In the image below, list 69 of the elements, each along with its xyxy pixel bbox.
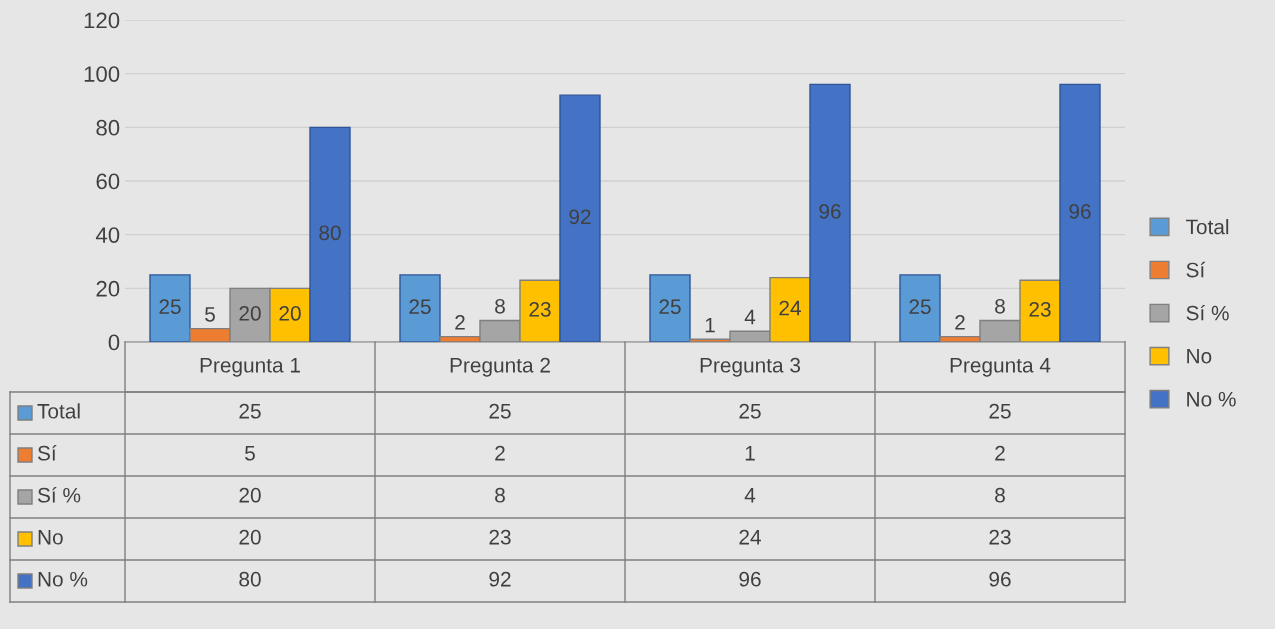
bar bbox=[1059, 83, 1101, 342]
y-tick-label: 100 bbox=[84, 66, 120, 82]
legend-label: Total bbox=[37, 403, 80, 419]
y-tick-label: 120 bbox=[84, 12, 120, 29]
data-label: 25 bbox=[409, 299, 431, 315]
x-tick-label: Pregunta 3 bbox=[700, 357, 801, 377]
bar bbox=[309, 126, 351, 342]
x-tick-label: Pregunta 4 bbox=[950, 358, 1051, 377]
data-label: 4 bbox=[744, 309, 756, 325]
data-label: 25 bbox=[159, 299, 181, 315]
bar bbox=[559, 94, 601, 342]
data-label: 8 bbox=[495, 298, 505, 314]
data-label: 80 bbox=[319, 225, 341, 241]
bar bbox=[899, 274, 941, 342]
y-tick-label: 60 bbox=[96, 173, 120, 190]
text: 96 bbox=[739, 571, 761, 587]
data-label: 24 bbox=[779, 300, 801, 316]
y-tick-label: 80 bbox=[96, 119, 120, 136]
data-label: 20 bbox=[239, 306, 261, 321]
data-label: 96 bbox=[819, 204, 841, 219]
data-label: 8 bbox=[995, 298, 1005, 314]
text: Total bbox=[1186, 219, 1229, 235]
text: 80 bbox=[239, 571, 261, 587]
text: 23 bbox=[989, 529, 1011, 545]
bar bbox=[399, 274, 441, 342]
y-tick-label: 40 bbox=[95, 227, 120, 243]
y-tick-label: 0 bbox=[108, 334, 120, 351]
data-label: 5 bbox=[205, 307, 215, 322]
x-tick-label: Pregunta 1 bbox=[200, 358, 300, 377]
text: 1 bbox=[745, 446, 755, 461]
legend-label: Sí bbox=[37, 445, 57, 461]
data-label: 23 bbox=[1029, 301, 1051, 317]
text: 20 bbox=[239, 529, 261, 545]
data-label: 25 bbox=[909, 299, 931, 315]
data-label: 2 bbox=[955, 314, 965, 330]
text: 8 bbox=[995, 487, 1005, 503]
text: 24 bbox=[739, 529, 761, 545]
text: 25 bbox=[989, 403, 1011, 419]
text: 5 bbox=[245, 446, 255, 461]
text: 96 bbox=[989, 571, 1011, 587]
data-label: 25 bbox=[659, 299, 681, 315]
text: 25 bbox=[239, 403, 261, 419]
y-tick-label: 20 bbox=[96, 280, 120, 297]
bar bbox=[149, 274, 191, 342]
text: 20 bbox=[239, 487, 261, 503]
text: 2 bbox=[995, 445, 1005, 461]
text: 23 bbox=[489, 529, 511, 545]
text: Sí % bbox=[37, 487, 81, 503]
data-label: 92 bbox=[569, 209, 591, 225]
x-tick-label: Pregunta 2 bbox=[450, 357, 550, 377]
data-label: 2 bbox=[455, 314, 465, 330]
text: 25 bbox=[489, 403, 511, 419]
data-label: 20 bbox=[279, 306, 301, 321]
data-label: 23 bbox=[529, 301, 551, 317]
legend-label: No bbox=[1187, 349, 1212, 364]
text: 8 bbox=[495, 487, 505, 503]
text: No % bbox=[38, 571, 88, 587]
text: 25 bbox=[739, 403, 761, 419]
text: 92 bbox=[489, 571, 511, 587]
text: Sí bbox=[1186, 261, 1206, 278]
text: 4 bbox=[744, 488, 756, 503]
text: 2 bbox=[495, 445, 505, 461]
legend-label: Sí % bbox=[1186, 304, 1229, 321]
bar bbox=[809, 83, 851, 342]
data-label: 1 bbox=[705, 317, 715, 333]
text: No bbox=[38, 530, 63, 545]
data-label: 96 bbox=[1069, 204, 1091, 219]
bar bbox=[649, 274, 691, 342]
legend-label: No % bbox=[1187, 391, 1236, 407]
